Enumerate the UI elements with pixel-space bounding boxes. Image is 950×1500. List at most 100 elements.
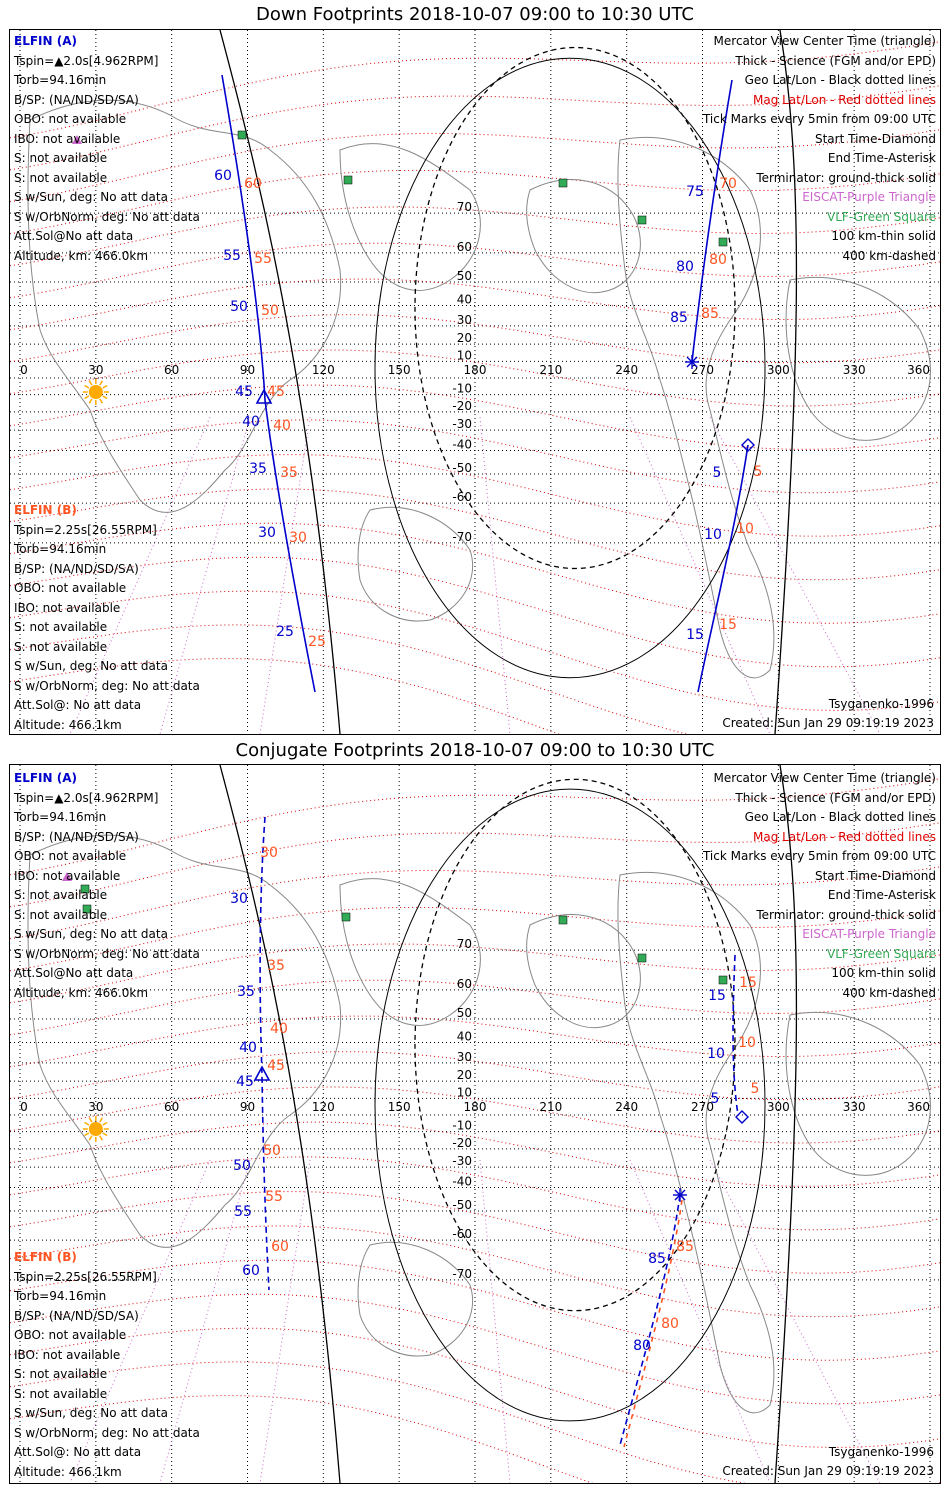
- lon-tick-label: 90: [240, 1100, 255, 1114]
- sun-ray: [102, 1121, 108, 1126]
- legend-end-asterisk: End Time-Asterisk: [827, 151, 936, 165]
- elfin-a-s2: S: not available: [14, 907, 108, 922]
- mag-lon-line: [479, 1159, 511, 1483]
- elfin-b-track-tick-label: 85: [676, 1239, 694, 1255]
- lat-tick-label: -10: [452, 1119, 472, 1133]
- elfin-a-down-track-east: [691, 79, 733, 363]
- elfin-b-track-tick-label: 45: [267, 1058, 285, 1074]
- terminator: [219, 765, 798, 1483]
- terminator-west-curve: [219, 30, 341, 734]
- elfin-b-info: ELFIN (B) Tspin=2.25s[26.55RPM] Torb=94.…: [14, 501, 200, 735]
- legend-start-diamond: Start Time-Diamond: [814, 868, 936, 883]
- elfin-b-track-tick-label: 5: [751, 1081, 760, 1097]
- coastline-path: [357, 506, 474, 622]
- coastline-path: [339, 143, 481, 291]
- lon-tick-label: 0: [20, 1100, 28, 1114]
- lat-tick-label: 20: [457, 1068, 472, 1082]
- lon-tick-label: 150: [388, 363, 411, 377]
- ground-400km-ellipse: [414, 778, 736, 1312]
- lat-tick-label: -20: [452, 1136, 472, 1150]
- mag-lat-curve: [10, 556, 940, 668]
- legend-eiscat: EISCAT-Purple Triangle: [802, 927, 936, 941]
- elfin-a-name: ELFIN (A): [14, 771, 77, 785]
- elfin-a-track-tick-label: 55: [234, 1204, 252, 1220]
- mag-lon-line: [709, 1159, 881, 1483]
- legend-mag-grid: Mag Lat/Lon - Red dotted lines: [752, 92, 936, 107]
- start-time-diamond-icon: [735, 1110, 749, 1124]
- sun-ray: [88, 398, 93, 404]
- start-time-diamond-icon: [741, 438, 755, 452]
- elfin-a-torb: Torb=94.16min: [14, 810, 107, 824]
- elfin-a-s-orbnorm: S w/OrbNorm, deg: No att data: [14, 209, 200, 224]
- sun-ray: [84, 1121, 90, 1126]
- sun-ray: [102, 1132, 108, 1137]
- elfin-b-altitude: Altitude: 466.1km: [14, 1464, 122, 1479]
- terminator-east-curve: [774, 765, 798, 1483]
- lat-tick-label: -20: [452, 399, 472, 413]
- elfin-b-s-orbnorm: S w/OrbNorm, deg: No att data: [14, 678, 200, 693]
- elfin-a-s1: S: not available: [14, 151, 108, 165]
- elfin-b-track-tick-label: 15: [739, 975, 757, 991]
- elfin-b-s-orbnorm: S w/OrbNorm, deg: No att data: [14, 1425, 200, 1440]
- elfin-a-ibo: IBO: not available: [14, 131, 121, 146]
- elfin-a-track-tick-label: 80: [676, 259, 694, 275]
- lon-tick-label: 240: [615, 1100, 638, 1114]
- mag-grid: [10, 41, 940, 734]
- elfin-b-track-tick-label: 35: [267, 958, 285, 974]
- coastline-path: [785, 276, 931, 441]
- legend-100km: 100 km-thin solid: [831, 966, 936, 980]
- elfin-a-torb: Torb=94.16min: [14, 73, 107, 87]
- elfin-a-tspin: Tspin=▲2.0s[4.962RPM]: [14, 790, 159, 805]
- lon-tick-label: 360: [907, 363, 930, 377]
- sun-ray: [88, 1135, 93, 1141]
- mag-lat-curve: [10, 822, 940, 908]
- coastline-path: [357, 1241, 474, 1357]
- elfin-a-info-conj: ELFIN (A) Tspin=▲2.0s[4.962RPM] Torb=94.…: [14, 769, 200, 1003]
- elfin-a-conj-track-south: [619, 1194, 681, 1446]
- mag-lon-line: [69, 416, 211, 734]
- end-time-asterisk-icon: [685, 355, 699, 369]
- elfin-b-track-tick-label: 10: [736, 521, 754, 537]
- lat-tick-label: -40: [452, 437, 472, 451]
- elfin-a-attsol: Att.Sol@No att data: [14, 966, 134, 980]
- elfin-a-track-tick-label: 60: [242, 1263, 260, 1279]
- legend-eiscat: EISCAT-Purple Triangle: [802, 190, 936, 204]
- sun-ray: [99, 398, 103, 404]
- conjugate-footprints-map: 0 30 60 90 120 150 180 210 240 270 300 330 360 70 60 50…: [10, 765, 940, 1483]
- elfin-a-tspin: Tspin=▲2.0s[4.962RPM]: [14, 53, 159, 68]
- elfin-b-track-tick-label: 10: [738, 1035, 756, 1051]
- elfin-a-track-tick-label: 55: [223, 248, 241, 264]
- map-legend-conj: Mercator View Center Time (triangle) Thi…: [703, 769, 936, 1003]
- elfin-a-s-sun: S w/Sun, deg: No att data: [14, 927, 168, 941]
- elfin-a-track-tick-label: 40: [239, 1040, 257, 1056]
- elfin-a-down-track-east-south: [697, 444, 749, 693]
- lon-tick-label: 60: [164, 1100, 179, 1114]
- elfin-b-obo: OBO: not available: [14, 581, 127, 595]
- elfin-b-info-conj: ELFIN (B) Tspin=2.25s[26.55RPM] Torb=94.…: [14, 1248, 200, 1482]
- elfin-b-s1: S: not available: [14, 1367, 108, 1381]
- vlf-square-icon: [80, 884, 90, 894]
- elfin-b-tspin: Tspin=2.25s[26.55RPM]: [14, 1269, 157, 1284]
- sun-icon: [82, 379, 109, 405]
- coastline-path: [526, 179, 641, 294]
- elfin-a-track-tick-label: 15: [686, 627, 704, 643]
- elfin-a-track-tick-label: 75: [686, 184, 704, 200]
- vlf-square-icon: [718, 237, 728, 247]
- mag-lon-line: [479, 417, 511, 734]
- elfin-a-s2: S: not available: [14, 170, 108, 185]
- elfin-b-track-tick-label: 85: [701, 306, 719, 322]
- lat-tick-label: -10: [452, 382, 472, 396]
- ground-100km-ellipse: [374, 57, 766, 679]
- elfin-a-track-tick-label: 60: [214, 168, 232, 184]
- vlf-stations: [237, 130, 728, 247]
- legend-thick-science: Thick - Science (FGM and/or EPD): [735, 53, 936, 68]
- mag-lat-curve: [10, 1259, 940, 1361]
- lat-tick-label: -40: [452, 1174, 472, 1188]
- elfin-a-altitude: Altitude, km: 466.0km: [14, 985, 149, 1000]
- lat-tick-label: 30: [457, 313, 472, 327]
- elfin-b-attsol: Att.Sol@: No att data: [14, 698, 142, 712]
- mag-lat-curve: [10, 1395, 594, 1483]
- legend-400km: 400 km-dashed: [842, 985, 936, 1000]
- lon-tick-label: 330: [843, 1100, 866, 1114]
- legend-vlf: VLF-Green Square: [827, 946, 936, 961]
